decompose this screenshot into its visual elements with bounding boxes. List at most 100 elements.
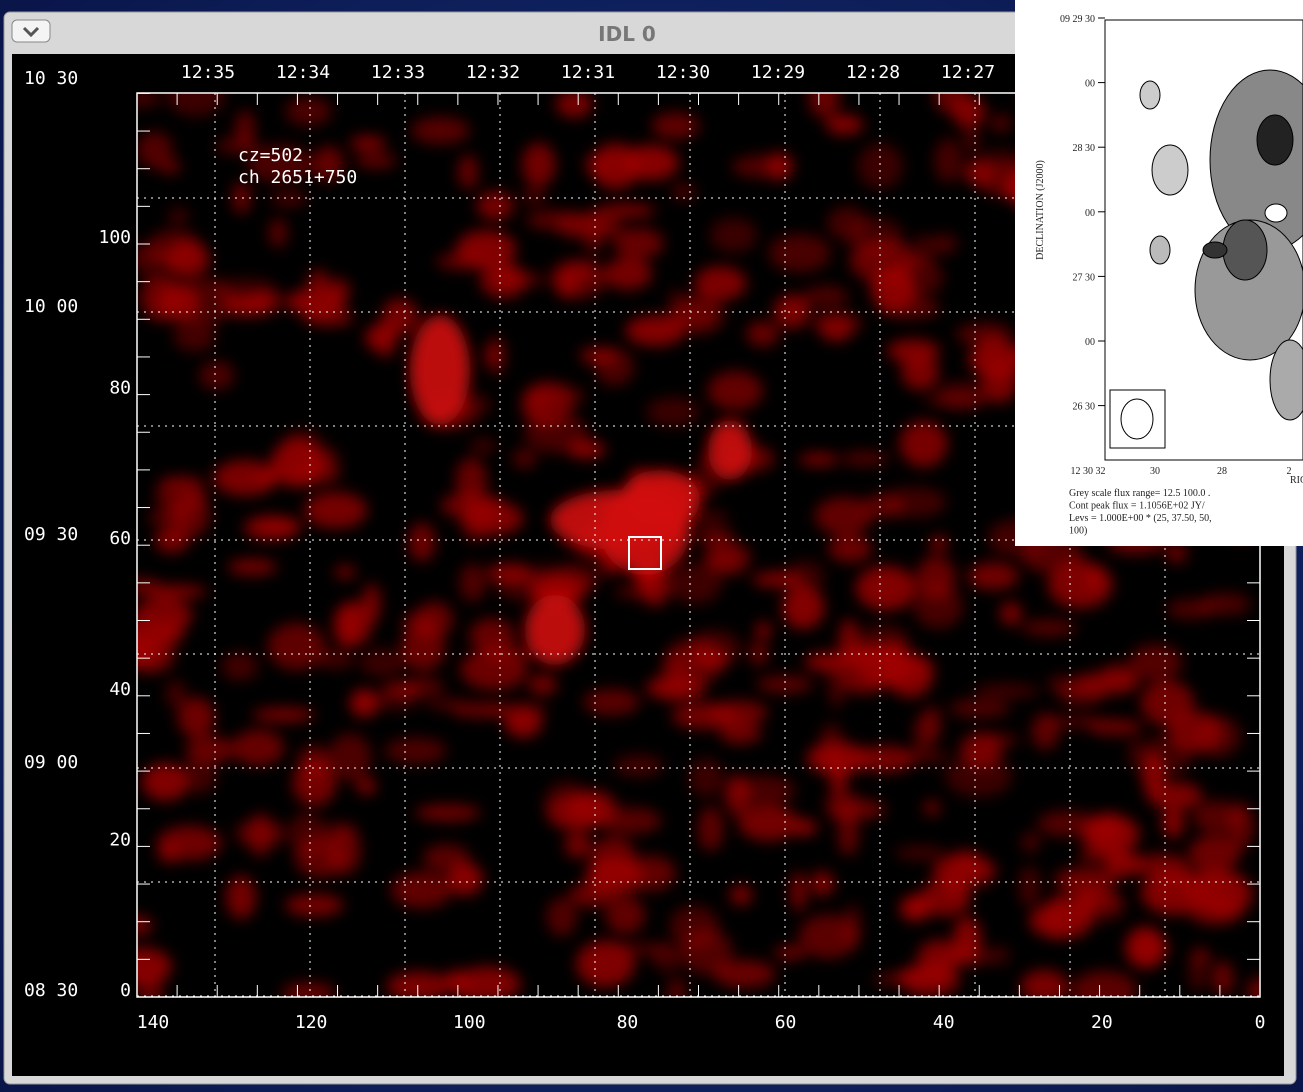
emission-blob — [698, 806, 723, 851]
emission-blob — [614, 942, 672, 956]
emission-core — [620, 470, 700, 530]
emission-blob — [766, 152, 793, 180]
emission-blob — [415, 805, 480, 821]
emission-blob — [882, 487, 946, 517]
emission-blob — [913, 584, 963, 628]
emission-blob — [253, 708, 315, 721]
emission-blob — [480, 646, 535, 661]
inset-caption: Grey scale flux range= 12.5 100.0 . — [1069, 488, 1210, 499]
inset-dec-label: 00 — [1085, 337, 1095, 348]
emission-blob — [749, 641, 768, 666]
emission-blob — [1128, 738, 1144, 769]
emission-blob — [826, 115, 864, 135]
ra-label: 12:33 — [371, 62, 425, 83]
emission-blob — [774, 294, 811, 328]
emission-blob — [680, 929, 733, 974]
emission-blob — [233, 729, 285, 765]
emission-blob — [337, 601, 373, 646]
emission-blob — [746, 321, 779, 346]
emission-blob — [755, 622, 772, 639]
emission-blob — [930, 535, 948, 551]
pixel-y-label: 100 — [98, 227, 131, 248]
emission-blob — [448, 862, 483, 895]
dec-label: 09 00 — [24, 752, 78, 773]
emission-blob — [556, 91, 593, 118]
emission-blob — [900, 420, 948, 467]
emission-blob — [895, 847, 946, 860]
emission-blob — [456, 230, 516, 268]
inset-dec-label: 26 30 — [1073, 402, 1096, 413]
page: IDL 0 cz=502 ch 2651+750 12:3512:3412:33… — [0, 0, 1303, 1092]
emission-blob — [949, 699, 1010, 717]
emission-blob — [440, 493, 504, 519]
emission-blob — [158, 476, 205, 488]
emission-blob — [913, 714, 932, 754]
emission-blob — [599, 808, 661, 834]
emission-blob — [391, 872, 452, 908]
emission-blob — [813, 878, 835, 891]
emission-blob — [1130, 931, 1168, 965]
pixel-x-label: 120 — [295, 1012, 328, 1033]
inset-ra-label: 12 30 32 — [1071, 466, 1106, 477]
emission-blob — [244, 515, 300, 540]
emission-blob — [289, 812, 325, 855]
emission-blob — [614, 755, 664, 777]
inset-contour — [1152, 145, 1188, 195]
pixel-x-label: 40 — [933, 1012, 955, 1033]
inset-ra-label: 28 — [1217, 466, 1227, 477]
emission-blob — [769, 234, 831, 272]
emission-blob — [477, 191, 514, 221]
inset-caption: Cont peak flux = 1.1056E+02 JY/ — [1069, 501, 1205, 512]
emission-blob — [142, 763, 189, 801]
pixel-x-label: 80 — [617, 1012, 639, 1033]
emission-blob — [1019, 866, 1041, 907]
emission-blob — [1134, 854, 1188, 878]
emission-blob — [164, 241, 209, 278]
pixel-y-label: 0 — [120, 980, 131, 1001]
emission-blob — [725, 774, 751, 815]
emission-blob — [605, 896, 645, 934]
emission-blob — [235, 110, 255, 146]
emission-blob — [690, 650, 730, 668]
emission-blob — [567, 440, 605, 459]
pixel-x-label: 100 — [453, 1012, 486, 1033]
emission-blob — [564, 832, 591, 859]
emission-blob — [235, 819, 286, 847]
emission-blob — [528, 674, 557, 695]
emission-blob — [978, 733, 1019, 747]
emission-blob — [829, 799, 886, 819]
emission-blob — [709, 701, 768, 725]
emission-blob — [137, 131, 173, 168]
emission-blob — [268, 623, 326, 670]
emission-blob — [886, 257, 943, 298]
ra-label: 12:29 — [751, 62, 805, 83]
emission-blob — [949, 850, 983, 875]
emission-blob — [355, 153, 397, 168]
emission-blob — [415, 601, 453, 637]
window-title: IDL 0 — [598, 22, 656, 46]
emission-blob — [226, 875, 256, 919]
emission-blob — [803, 286, 849, 307]
emission-blob — [924, 800, 941, 816]
emission-blob — [625, 315, 685, 346]
pixel-x-label: 60 — [775, 1012, 797, 1033]
emission-blob — [694, 266, 746, 300]
emission-blob — [350, 136, 386, 150]
emission-blob — [757, 675, 813, 693]
emission-blob — [709, 554, 740, 567]
window-menu-button[interactable] — [12, 20, 50, 42]
emission-blob — [458, 154, 478, 189]
emission-blob — [293, 761, 336, 806]
emission-blob — [828, 535, 872, 563]
dec-label: 09 30 — [24, 524, 78, 545]
emission-blob — [304, 492, 367, 528]
inset-contour — [1140, 81, 1160, 109]
emission-core — [708, 420, 752, 480]
emission-blob — [166, 680, 185, 708]
emission-blob — [669, 564, 722, 604]
emission-blob — [819, 723, 843, 767]
emission-blob — [1169, 711, 1224, 752]
emission-blob — [1077, 890, 1097, 914]
emission-blob — [174, 320, 216, 351]
emission-blob — [334, 566, 355, 579]
